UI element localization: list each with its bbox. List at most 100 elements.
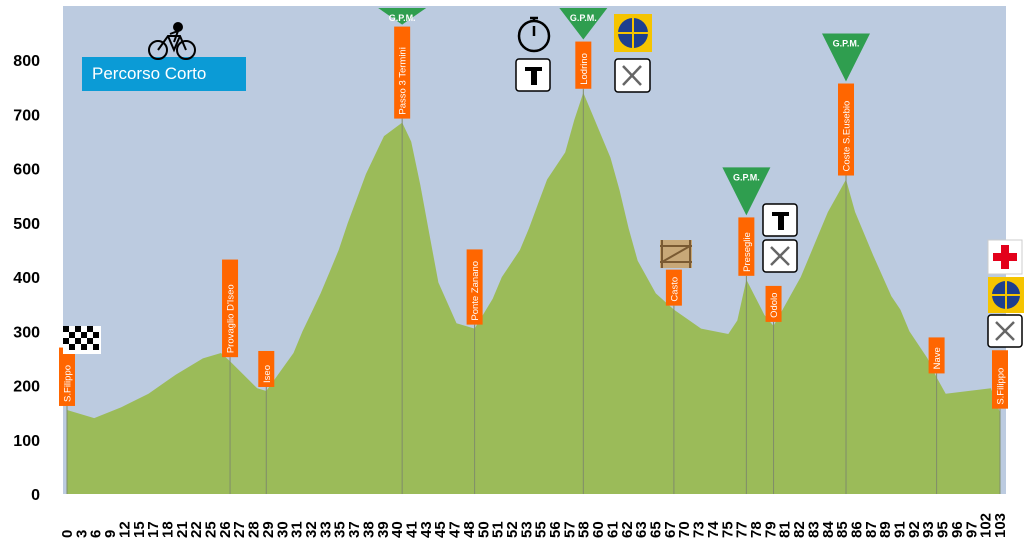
x-tick-label: 65 <box>648 521 665 538</box>
waypoint-label: Preseglie <box>742 232 753 272</box>
route-title: Percorso Corto <box>82 57 246 91</box>
x-tick-label: 85 <box>834 521 851 538</box>
gpm-marker <box>559 8 608 40</box>
waypoint-label: Provaglio D'Iseo <box>226 284 237 353</box>
y-tick-label: 600 <box>13 162 40 179</box>
x-tick-label: 47 <box>447 521 464 538</box>
water-tap-icon <box>762 203 798 237</box>
x-tick-label: 22 <box>188 521 205 538</box>
x-tick-label: 89 <box>877 521 894 538</box>
x-tick-label: 82 <box>791 521 808 538</box>
waypoint-label: Passo 3 Termini <box>398 47 409 114</box>
x-tick-label: 28 <box>246 521 263 538</box>
x-tick-label: 91 <box>892 521 909 538</box>
waypoint-label: Odolo <box>769 293 780 318</box>
x-tick-label: 9 <box>102 530 119 538</box>
x-tick-label: 87 <box>863 521 880 538</box>
x-tick-label: 17 <box>145 521 162 538</box>
cyclist-icon <box>148 22 196 60</box>
x-tick-label: 6 <box>88 530 105 538</box>
gate-icon <box>660 240 692 268</box>
y-tick-label: 800 <box>13 53 40 70</box>
gpm-label: G.P.M. <box>733 172 760 182</box>
x-tick-label: 102 <box>978 513 995 538</box>
x-tick-label: 3 <box>73 530 90 538</box>
x-tick-label: 48 <box>461 521 478 538</box>
x-tick-label: 56 <box>547 521 564 538</box>
x-tick-label: 39 <box>375 521 392 538</box>
x-tick-label: 84 <box>820 521 837 538</box>
gpm-marker <box>378 8 427 25</box>
waypoint-tag <box>394 26 411 119</box>
stopwatch-icon <box>517 16 551 53</box>
x-tick-label: 0 <box>59 530 76 538</box>
x-tick-label: 92 <box>906 521 923 538</box>
waypoint-label: Iseo <box>262 365 273 383</box>
gpm-markers: G.P.M. G.P.M. G.P.M. G.P.M. <box>378 8 871 216</box>
gpm-label: G.P.M. <box>833 39 860 49</box>
waypoint-tag <box>738 217 755 276</box>
x-tick-label: 55 <box>533 521 550 538</box>
x-tick-label: 41 <box>403 521 420 538</box>
waypoint-label: Nave <box>932 347 943 369</box>
x-tick-label: 27 <box>231 521 248 538</box>
y-tick-label: 300 <box>13 324 40 341</box>
gpm-marker <box>722 167 771 216</box>
x-tick-label: 32 <box>303 521 320 538</box>
waypoint-label: Lodrino <box>579 53 590 85</box>
waypoint-tag <box>928 337 945 374</box>
x-tick-label: 43 <box>418 521 435 538</box>
waypoint-label: Ponte Zanano <box>470 261 481 321</box>
x-tick-label: 50 <box>475 521 492 538</box>
waypoint-label: S.Filippo <box>63 365 74 402</box>
x-tick-label: 61 <box>604 521 621 538</box>
x-tick-label: 83 <box>805 521 822 538</box>
x-tick-label: 51 <box>490 521 507 538</box>
x-tick-label: 12 <box>116 521 133 538</box>
x-tick-label: 33 <box>317 521 334 538</box>
food-icon <box>614 58 651 93</box>
x-tick-label: 86 <box>848 521 865 538</box>
x-tick-label: 67 <box>662 521 679 538</box>
waypoint-tag <box>838 83 855 176</box>
water-tap-icon <box>515 58 551 92</box>
food-icon <box>987 314 1023 348</box>
waypoint-tag <box>575 41 592 89</box>
x-tick-label: 53 <box>518 521 535 538</box>
x-tick-label: 38 <box>360 521 377 538</box>
food-icon <box>762 239 798 273</box>
waypoint-label: S.Filippo <box>996 368 1007 405</box>
waypoint-tag <box>222 259 239 358</box>
x-tick-label: 57 <box>561 521 578 538</box>
x-axis: 0369121517182122252627282930313233353738… <box>59 513 1009 538</box>
waypoint-markers: S.Filippo Provaglio D'Iseo Iseo Passo 3 Ter… <box>59 26 1008 409</box>
x-tick-label: 79 <box>762 521 779 538</box>
x-tick-label: 52 <box>504 521 521 538</box>
y-tick-label: 500 <box>13 216 40 233</box>
x-tick-label: 60 <box>590 521 607 538</box>
x-tick-label: 75 <box>719 521 736 538</box>
x-tick-label: 62 <box>619 521 636 538</box>
x-tick-label: 95 <box>935 521 952 538</box>
y-tick-label: 100 <box>13 433 40 450</box>
y-tick-label: 200 <box>13 379 40 396</box>
x-tick-label: 35 <box>332 521 349 538</box>
route-title-text: Percorso Corto <box>92 64 206 83</box>
waypoint-label: Coste S.Eusebio <box>842 101 853 172</box>
wt-logo <box>988 277 1024 313</box>
x-tick-label: 29 <box>260 521 277 538</box>
x-tick-label: 77 <box>734 521 751 538</box>
x-tick-label: 21 <box>174 521 191 538</box>
x-tick-label: 45 <box>432 521 449 538</box>
waypoint-tag <box>992 350 1008 409</box>
waypoint-tag <box>765 285 782 322</box>
y-axis: 0 100 200 300 400 500 600 700 800 <box>13 53 40 504</box>
x-tick-label: 37 <box>346 521 363 538</box>
x-tick-label: 30 <box>274 521 291 538</box>
x-tick-label: 78 <box>748 521 765 538</box>
x-tick-label: 26 <box>217 521 234 538</box>
x-tick-label: 96 <box>949 521 966 538</box>
x-tick-label: 31 <box>289 521 306 538</box>
waypoint-tag <box>258 350 275 387</box>
